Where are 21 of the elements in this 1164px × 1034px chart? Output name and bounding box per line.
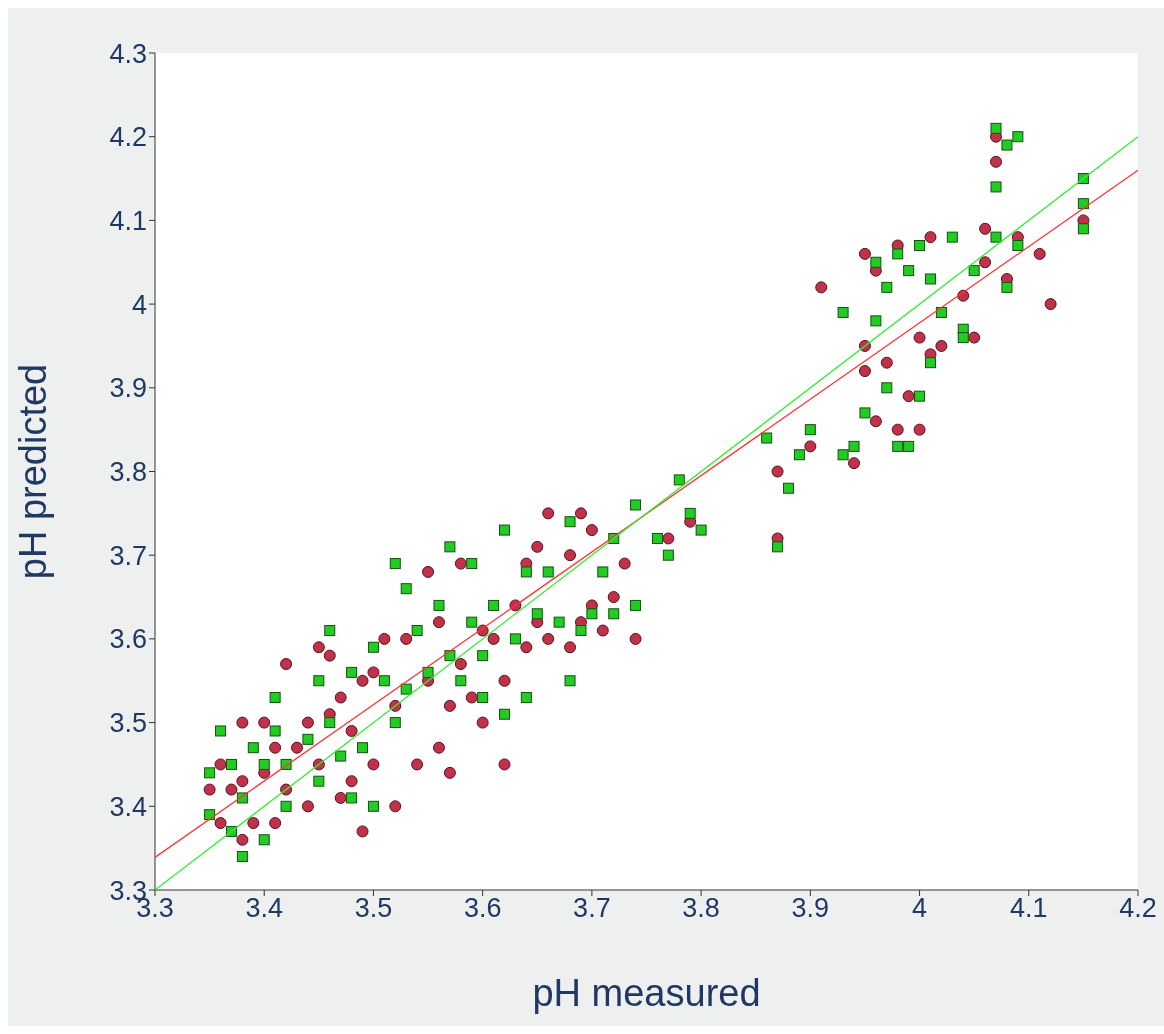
x-tick-label: 3.4 xyxy=(245,893,283,924)
y-tick-label: 3.8 xyxy=(109,457,147,488)
x-tick-label: 3.5 xyxy=(354,893,393,924)
y-tick-label: 3.9 xyxy=(109,373,147,404)
y-tick-label: 3.7 xyxy=(109,540,147,571)
x-tick-label: 4 xyxy=(912,893,928,924)
y-tick-label: 3.4 xyxy=(109,791,147,822)
x-tick-label: 3.8 xyxy=(682,893,720,924)
x-axis-title: pH measured xyxy=(532,972,761,1014)
y-tick-label: 3.5 xyxy=(109,708,147,739)
x-tick-label: 3.6 xyxy=(463,893,502,924)
y-tick-label: 4.2 xyxy=(109,122,147,153)
x-tick-label: 4.1 xyxy=(1010,893,1048,924)
x-tick-label: 3.9 xyxy=(791,893,830,924)
y-axis-title: pH predicted xyxy=(12,363,55,580)
x-tick-label: 3.7 xyxy=(573,893,611,924)
x-tick-label: 4.2 xyxy=(1119,893,1157,924)
y-tick-label: 4.3 xyxy=(109,38,147,69)
y-tick-label: 4.1 xyxy=(109,205,147,236)
y-tick-label: 3.6 xyxy=(109,624,147,655)
y-tick-label: 4 xyxy=(131,289,147,320)
